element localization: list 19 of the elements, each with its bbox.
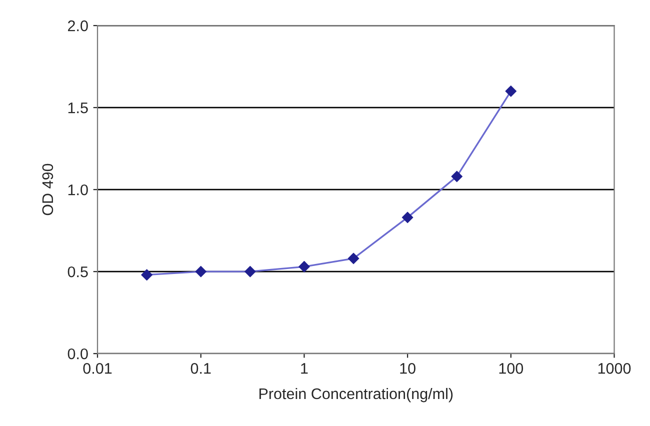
x-axis-title: Protein Concentration(ng/ml) [259,388,453,402]
point [244,266,256,278]
point [505,85,517,97]
x-tick-label: 1000 [598,363,631,374]
x-tick-label: 10 [400,363,416,374]
y-tick-label: 2.0 [68,20,88,32]
x-tick-label: 0.1 [190,363,211,374]
x-tick-label: 0.01 [83,363,112,374]
point [402,212,414,224]
y-tick-label: 0.0 [68,348,88,360]
point [141,269,152,281]
y-tick-label: 1.0 [68,184,88,196]
x-tick-label: 1 [301,363,308,374]
point [298,260,310,272]
x-tick-label: 100 [499,363,524,374]
point [348,252,360,264]
y-tick-label: 1.5 [68,102,88,114]
y-axis-title: OD 490 [42,164,54,216]
y-tick-label: 0.5 [68,266,88,278]
